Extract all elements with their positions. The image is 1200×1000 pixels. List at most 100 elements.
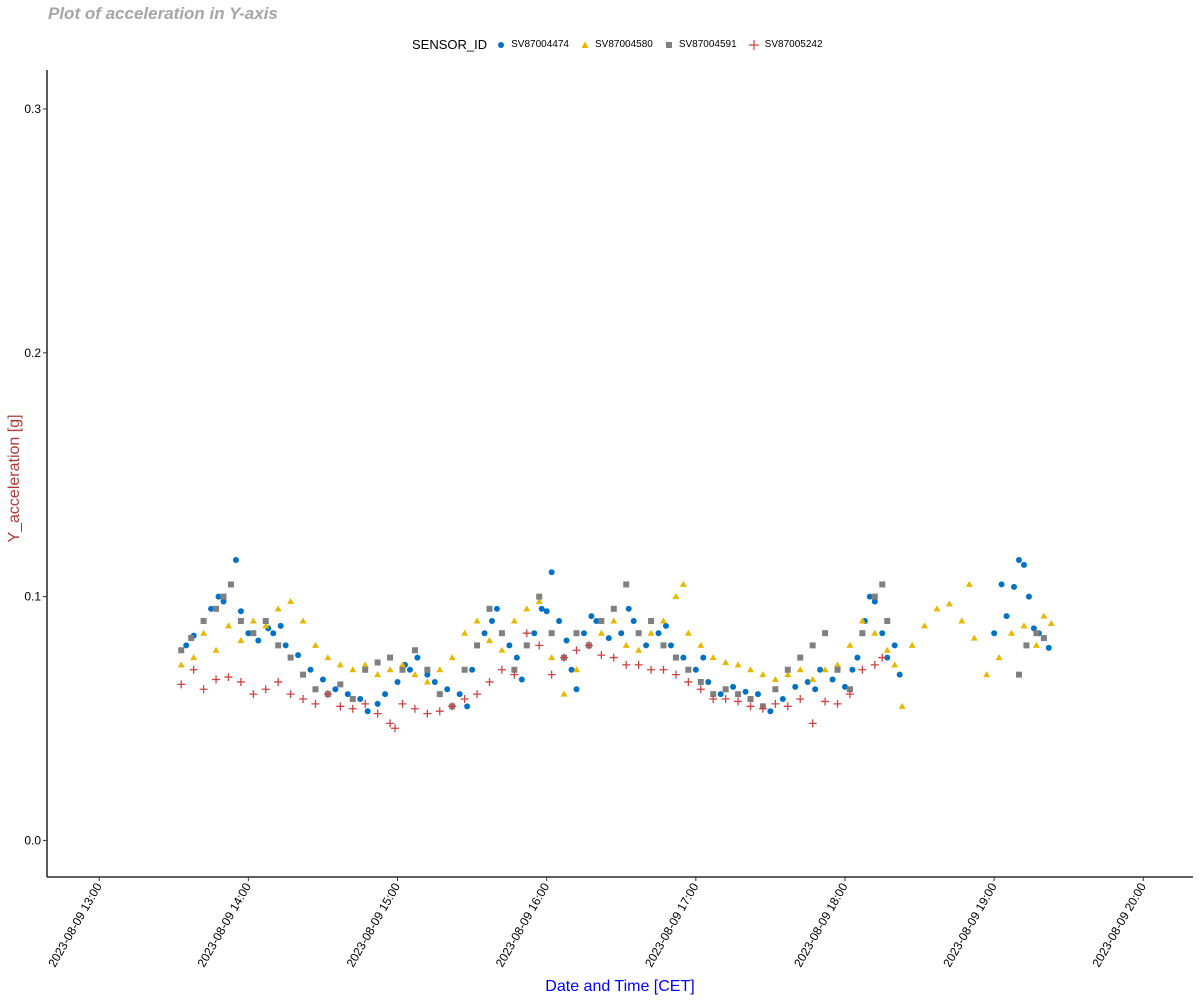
data-point xyxy=(573,630,580,637)
data-point xyxy=(488,618,495,625)
data-point xyxy=(324,654,332,661)
data-point xyxy=(717,691,724,698)
data-point xyxy=(572,666,580,673)
triangle-legend-icon xyxy=(581,41,589,48)
data-point xyxy=(424,666,431,673)
data-point xyxy=(797,654,804,661)
x-tick-label: 2023-08-09 19:00 xyxy=(940,880,1000,969)
data-point xyxy=(199,685,208,694)
x-axis-label: Date and Time [CET] xyxy=(545,978,694,995)
data-point xyxy=(771,699,780,708)
data-point xyxy=(245,630,252,637)
data-point xyxy=(547,670,556,679)
data-point xyxy=(1032,641,1040,648)
data-point xyxy=(671,670,680,679)
data-point xyxy=(1033,630,1040,637)
data-point xyxy=(772,686,779,693)
data-point xyxy=(522,629,531,638)
data-point xyxy=(1023,642,1030,649)
data-point xyxy=(597,629,605,636)
data-point xyxy=(845,690,854,699)
data-point xyxy=(758,704,767,713)
data-point xyxy=(821,666,829,673)
data-point xyxy=(337,681,344,688)
data-point xyxy=(1040,635,1047,642)
data-point xyxy=(896,671,903,678)
data-point xyxy=(332,686,339,693)
data-point xyxy=(255,637,262,644)
data-point xyxy=(282,642,289,649)
data-point xyxy=(523,642,530,649)
data-point xyxy=(236,677,245,686)
data-point xyxy=(423,678,431,685)
data-point xyxy=(307,666,314,673)
data-point xyxy=(1011,583,1018,590)
data-point xyxy=(812,686,819,693)
data-point xyxy=(1015,557,1022,564)
data-point xyxy=(870,660,879,669)
data-point xyxy=(618,630,625,637)
data-point xyxy=(249,690,258,699)
data-point xyxy=(506,642,513,649)
data-point xyxy=(523,605,531,612)
data-point xyxy=(190,654,198,661)
data-point xyxy=(792,683,799,690)
data-point xyxy=(275,642,282,649)
data-point xyxy=(464,703,471,710)
data-point xyxy=(274,605,282,612)
chart-title: Plot of acceleration in Y-axis xyxy=(48,4,278,23)
data-point xyxy=(498,646,506,653)
data-point xyxy=(647,665,656,674)
data-point xyxy=(277,622,284,629)
data-point xyxy=(410,704,419,713)
data-point xyxy=(461,629,469,636)
data-point xyxy=(854,654,861,661)
data-point xyxy=(672,593,680,600)
data-point xyxy=(568,666,575,673)
data-point xyxy=(485,677,494,686)
data-point xyxy=(747,666,755,673)
data-point xyxy=(513,654,520,661)
data-point xyxy=(809,676,817,683)
data-point xyxy=(237,618,244,625)
data-point xyxy=(759,671,767,678)
data-point xyxy=(1003,613,1010,620)
y-axis-label: Y_acceleration [g] xyxy=(6,414,23,542)
data-point xyxy=(1015,671,1022,678)
data-point xyxy=(348,704,357,713)
data-point xyxy=(817,666,824,673)
data-point xyxy=(538,605,545,612)
data-point xyxy=(493,605,500,612)
series-SV87004580 xyxy=(177,580,1055,709)
data-point xyxy=(364,708,371,715)
x-tick-label: 2023-08-09 17:00 xyxy=(642,880,702,969)
data-point xyxy=(684,629,692,636)
data-point xyxy=(220,593,227,600)
data-point xyxy=(382,691,389,698)
data-point xyxy=(394,678,401,685)
data-point xyxy=(779,696,786,703)
data-point xyxy=(660,617,668,624)
data-point xyxy=(287,654,294,661)
data-point xyxy=(220,598,227,605)
data-point xyxy=(692,666,699,673)
data-point xyxy=(734,697,743,706)
data-point xyxy=(188,635,195,642)
y-tick-label: 0.0 xyxy=(24,833,41,847)
data-point xyxy=(232,557,239,564)
x-tick-label: 2023-08-09 18:00 xyxy=(791,880,851,969)
data-point xyxy=(722,686,729,693)
data-point xyxy=(634,660,643,669)
data-point xyxy=(722,658,730,665)
data-point xyxy=(622,641,630,648)
data-point xyxy=(200,629,208,636)
data-point xyxy=(386,666,394,673)
data-point xyxy=(858,617,866,624)
legend-item: SV87004474 xyxy=(497,39,569,50)
data-point xyxy=(983,671,991,678)
data-point xyxy=(609,653,618,662)
data-point xyxy=(747,696,754,703)
data-point xyxy=(635,630,642,637)
data-point xyxy=(563,637,570,644)
data-point xyxy=(178,647,185,654)
